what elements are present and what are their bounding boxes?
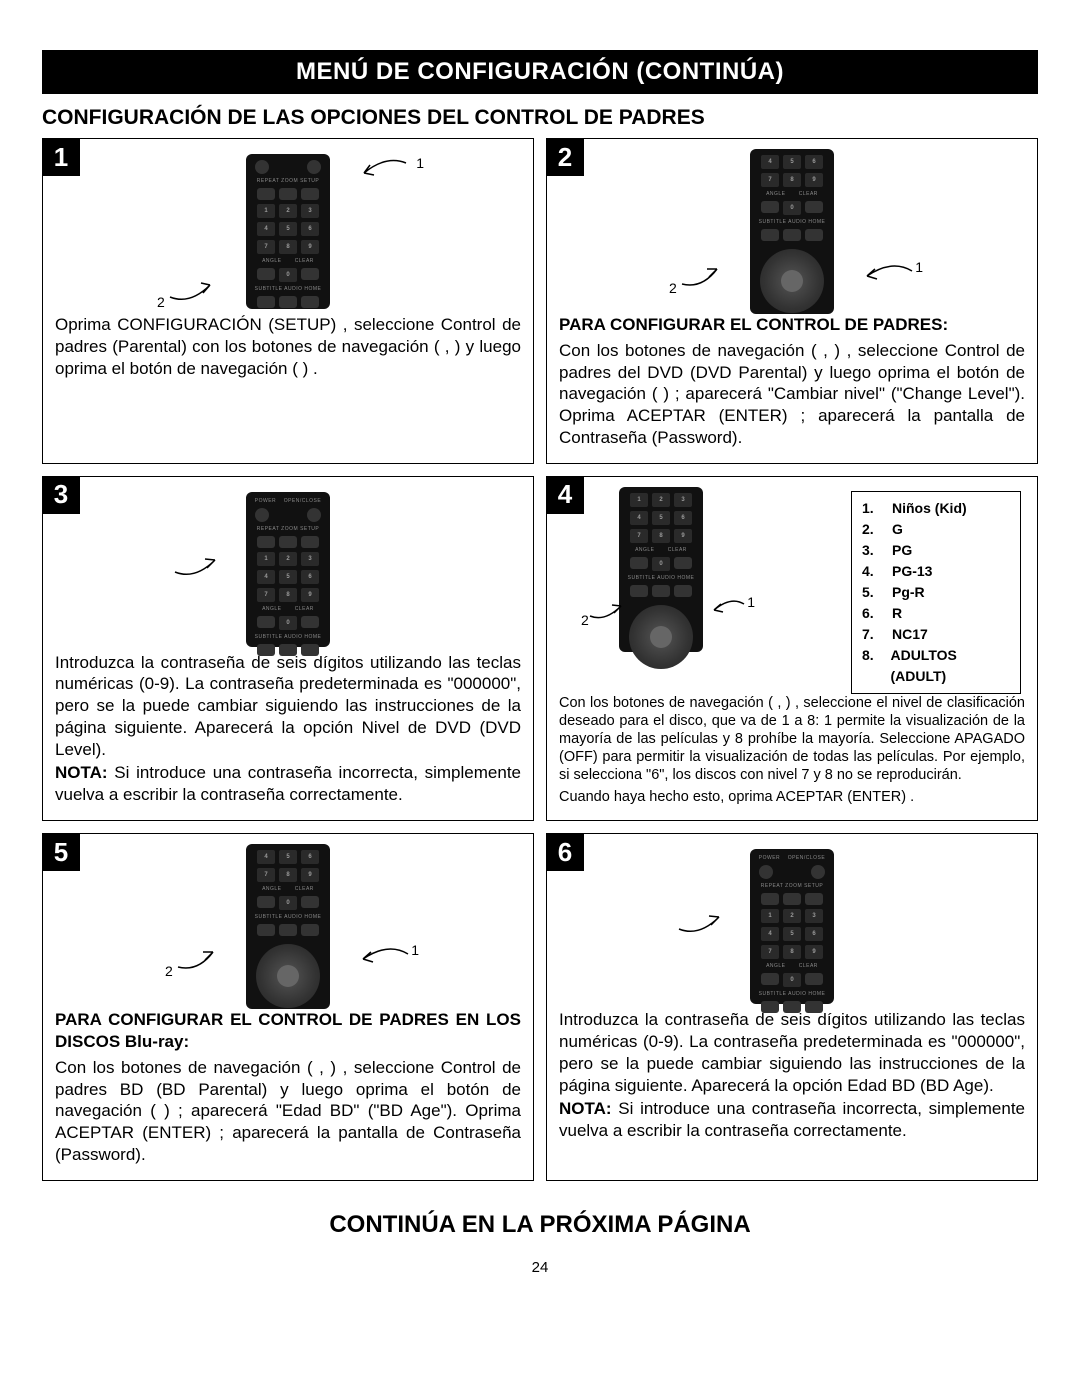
- remote-icon: 123 456 789 ANGLE CLEAR 0 SUBTITLE AUDIO…: [619, 487, 703, 652]
- rating-item: 8.ADULTOS (ADULT): [862, 645, 1010, 687]
- note-text: Si introduce una contraseña incorrecta, …: [559, 1099, 1025, 1140]
- callout-arrow-icon: 1: [356, 155, 416, 200]
- callout-arrow-icon: [170, 552, 225, 587]
- remote-icon: 456 789 ANGLE CLEAR 0 SUBTITLE AUDIO HOM…: [246, 844, 330, 1009]
- page-number: 24: [42, 1259, 1038, 1276]
- remote-illustration: POWER OPEN/CLOSE REPEAT ZOOM SETUP 123 4…: [559, 844, 1025, 1009]
- rating-item: 4.PG-13: [862, 561, 1010, 582]
- rating-item: 2.G: [862, 519, 1010, 540]
- panel-heading: PARA CONFIGURAR EL CONTROL DE PADRES EN …: [55, 1009, 521, 1053]
- rating-item: 7.NC17: [862, 624, 1010, 645]
- panel-note: NOTA: Si introduce una contraseña incorr…: [559, 1098, 1025, 1142]
- rating-item: 1.Niños (Kid): [862, 498, 1010, 519]
- section-subtitle: CONFIGURACIÓN DE LAS OPCIONES DEL CONTRO…: [42, 106, 1038, 130]
- panel-4: 4 123 456 789 ANGLE CLEAR 0 SUBTITLE AUD…: [546, 476, 1038, 822]
- callout-arrow-icon: 2: [587, 596, 627, 626]
- callout-arrow-icon: 2: [173, 942, 223, 977]
- callout-arrow-icon: 1: [353, 944, 413, 979]
- panel-1: 1 REPEAT ZOOM SETUP 123 456 789 ANGLE CL…: [42, 138, 534, 464]
- panel-text: Con los botones de navegación ( , ) , se…: [559, 694, 1025, 785]
- panel-text: Con los botones de navegación ( , ) , se…: [559, 340, 1025, 449]
- remote-icon: POWER OPEN/CLOSE REPEAT ZOOM SETUP 123 4…: [246, 492, 330, 647]
- rating-item: 5.Pg-R: [862, 582, 1010, 603]
- panel-note: NOTA: Si introduce una contraseña incorr…: [55, 762, 521, 806]
- callout-arrow-icon: 1: [709, 596, 749, 626]
- remote-illustration: 456 789 ANGLE CLEAR 0 SUBTITLE AUDIO HOM…: [55, 844, 521, 1009]
- callout-arrow-icon: [674, 909, 729, 944]
- panel-6: 6 POWER OPEN/CLOSE REPEAT ZOOM SETUP 123…: [546, 833, 1038, 1180]
- callout-arrow-icon: 2: [165, 267, 225, 312]
- remote-illustration: POWER OPEN/CLOSE REPEAT ZOOM SETUP 123 4…: [55, 487, 521, 652]
- panel-heading: PARA CONFIGURAR EL CONTROL DE PADRES:: [559, 314, 1025, 336]
- remote-illustration: REPEAT ZOOM SETUP 123 456 789 ANGLE CLEA…: [55, 149, 521, 314]
- panel-text-2: Cuando haya hecho esto, oprima ACEPTAR (…: [559, 788, 1025, 806]
- remote-icon: POWER OPEN/CLOSE REPEAT ZOOM SETUP 123 4…: [750, 849, 834, 1004]
- banner-title: MENÚ DE CONFIGURACIÓN (CONTINÚA): [42, 50, 1038, 94]
- rating-item: 6.R: [862, 603, 1010, 624]
- panel-text: Introduzca la contraseña de seis dígitos…: [55, 652, 521, 761]
- callout-arrow-icon: 2: [677, 259, 727, 294]
- panel-5: 5 456 789 ANGLE CLEAR 0 SUBTITLE AUDIO H…: [42, 833, 534, 1180]
- panel-3: 3 POWER OPEN/CLOSE REPEAT ZOOM SETUP 123…: [42, 476, 534, 822]
- note-label: NOTA:: [559, 1099, 612, 1118]
- page: MENÚ DE CONFIGURACIÓN (CONTINÚA) CONFIGU…: [0, 0, 1080, 1306]
- panel-2: 2 456 789 ANGLE CLEAR 0 SUBTITLE AUDIO H…: [546, 138, 1038, 464]
- remote-icon: 456 789 ANGLE CLEAR 0 SUBTITLE AUDIO HOM…: [750, 149, 834, 314]
- panel-text: Con los botones de navegación ( , ) , se…: [55, 1057, 521, 1166]
- panel-text: Oprima CONFIGURACIÓN (SETUP) , seleccion…: [55, 314, 521, 379]
- continue-footer: CONTINÚA EN LA PRÓXIMA PÁGINA: [42, 1211, 1038, 1239]
- callout-arrow-icon: 1: [857, 261, 917, 296]
- note-text: Si introduce una contraseña incorrecta, …: [55, 763, 521, 804]
- remote-illustration: 123 456 789 ANGLE CLEAR 0 SUBTITLE AUDIO…: [559, 487, 851, 652]
- rating-item: 3.PG: [862, 540, 1010, 561]
- remote-illustration: 456 789 ANGLE CLEAR 0 SUBTITLE AUDIO HOM…: [559, 149, 1025, 314]
- panel-grid: 1 REPEAT ZOOM SETUP 123 456 789 ANGLE CL…: [42, 138, 1038, 1181]
- remote-icon: REPEAT ZOOM SETUP 123 456 789 ANGLE CLEA…: [246, 154, 330, 309]
- panel-text: Introduzca la contraseña de seis dígitos…: [559, 1009, 1025, 1096]
- ratings-list: 1.Niños (Kid)2.G3.PG4.PG-135.Pg-R6.R7.NC…: [851, 491, 1021, 694]
- note-label: NOTA:: [55, 763, 108, 782]
